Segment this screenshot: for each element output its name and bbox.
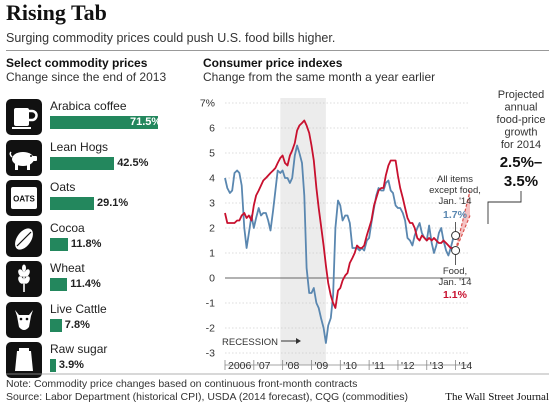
commodity-label: Arabica coffee xyxy=(50,99,127,113)
projection-label-line: annual xyxy=(504,102,537,114)
footnote-sources: Source: Labor Department (historical CPI… xyxy=(6,391,409,403)
oats-box-icon: OATS xyxy=(6,180,42,216)
commodity-label: Wheat xyxy=(50,261,85,275)
projection-high-line xyxy=(455,190,471,251)
left-panel-subheading: Change since the end of 2013 xyxy=(6,70,167,84)
commodity-label: Lean Hogs xyxy=(50,139,109,154)
y-tick-label: 3 xyxy=(209,198,215,210)
food-label-line: Jan. '14 xyxy=(439,277,472,288)
x-tick-label: '11 xyxy=(372,360,385,372)
commodity-value: 11.4% xyxy=(70,278,101,290)
food-value: 1.1% xyxy=(443,289,468,301)
commodity-label: Oats xyxy=(50,180,76,194)
projection-leader-line xyxy=(487,191,522,224)
y-tick-label: -1 xyxy=(206,298,215,310)
x-tick-label: '12 xyxy=(401,360,415,372)
projection-label-line: growth xyxy=(504,127,537,139)
x-tick-label: '09 xyxy=(314,360,328,372)
x-tick-label: '10 xyxy=(343,360,357,372)
x-tick-label: '14 xyxy=(459,360,473,372)
y-tick-label: -3 xyxy=(206,348,215,360)
commodity-bar xyxy=(50,116,158,129)
commodity-label: Raw sugar xyxy=(50,342,108,356)
all-items-label-line: Jan. '14 xyxy=(439,196,472,207)
commodity-value: 29.1% xyxy=(96,197,129,209)
wheat-icon xyxy=(6,261,42,297)
header-divider xyxy=(6,50,549,51)
food-label-line: Food, xyxy=(443,266,467,277)
sugar-bag-icon xyxy=(6,342,42,378)
commodity-bar xyxy=(50,359,56,372)
y-tick-label: 1 xyxy=(209,248,215,260)
x-tick-label: '13 xyxy=(430,360,444,372)
commodity-item-live-cattle: Live Cattle 7.8% xyxy=(6,300,180,340)
commodity-item-wheat: Wheat 11.4% xyxy=(6,259,180,299)
y-tick-label: 5 xyxy=(209,148,215,160)
footnote: Note: Commodity price changes based on c… xyxy=(6,378,408,404)
commodity-value: 11.8% xyxy=(70,237,102,250)
all-items-endpoint-marker xyxy=(451,231,461,240)
commodity-label: Cocoa xyxy=(50,220,85,235)
commodity-item-oats: OATS Oats 29.1% xyxy=(6,178,180,218)
projection-value-line: 3.5% xyxy=(504,173,538,190)
projection-label-line: Projected xyxy=(498,89,544,101)
commodity-item-cocoa: Cocoa 11.8% xyxy=(6,219,180,259)
projection-label-line: food-price xyxy=(497,114,546,126)
series-line-food xyxy=(224,119,457,309)
commodity-item-raw-sugar: Raw sugar 3.9% xyxy=(6,340,180,380)
publisher-credit: The Wall Street Journal xyxy=(445,391,549,403)
x-tick-label: '07 xyxy=(257,360,271,372)
all-items-label-line: All items xyxy=(437,174,473,185)
food-endpoint-marker xyxy=(451,246,461,255)
commodity-value: 7.8% xyxy=(64,318,90,331)
series-line-all-items-except-food xyxy=(224,144,457,344)
y-tick-label: 2 xyxy=(209,223,215,235)
coffee-mug-icon xyxy=(6,99,42,135)
right-panel-heading: Consumer price indexes xyxy=(203,56,343,70)
y-tick-label: 7% xyxy=(200,98,215,110)
recession-band xyxy=(280,98,326,365)
page-title: Rising Tab xyxy=(6,0,107,25)
projection-label-line: for 2014 xyxy=(501,139,541,151)
y-tick-label: 0 xyxy=(209,273,215,285)
commodity-label: Live Cattle xyxy=(50,301,107,316)
recession-label: RECESSION xyxy=(222,337,278,348)
cocoa-pod-icon xyxy=(6,220,42,257)
cattle-icon xyxy=(6,301,42,338)
recession-arrow-head xyxy=(296,338,301,344)
commodity-value: 42.5% xyxy=(117,156,149,169)
commodity-item-arabica-coffee: Arabica coffee 71.5% xyxy=(6,97,180,137)
commodity-bar xyxy=(50,156,115,170)
y-tick-label: 4 xyxy=(209,173,215,185)
all-items-label-line: except food, xyxy=(429,185,481,196)
right-panel-subheading: Change from the same month a year earlie… xyxy=(203,70,436,84)
footnote-note: Note: Commodity price changes based on c… xyxy=(6,378,358,390)
commodity-bar xyxy=(50,278,68,291)
commodity-bar xyxy=(50,318,62,332)
projection-low-line xyxy=(455,215,471,251)
y-tick-label: 6 xyxy=(209,123,215,135)
projection-value-line: 2.5%– xyxy=(500,154,543,171)
commodity-bar xyxy=(50,237,68,251)
commodity-value: 3.9% xyxy=(58,359,84,371)
commodity-item-lean-hogs: Lean Hogs 42.5% xyxy=(6,138,180,178)
commodity-bar xyxy=(50,197,94,210)
y-tick-label: -2 xyxy=(206,323,215,335)
x-tick-label: '08 xyxy=(286,360,300,372)
all-items-value: 1.7% xyxy=(443,209,468,221)
commodity-value: 71.5% xyxy=(130,116,162,128)
page-subtitle: Surging commodity prices could push U.S.… xyxy=(6,31,336,45)
left-panel-heading: Select commodity prices xyxy=(6,56,148,70)
x-tick-label: 2006 xyxy=(228,360,252,372)
pig-icon xyxy=(6,139,42,176)
oats-icon-text: OATS xyxy=(13,195,35,204)
